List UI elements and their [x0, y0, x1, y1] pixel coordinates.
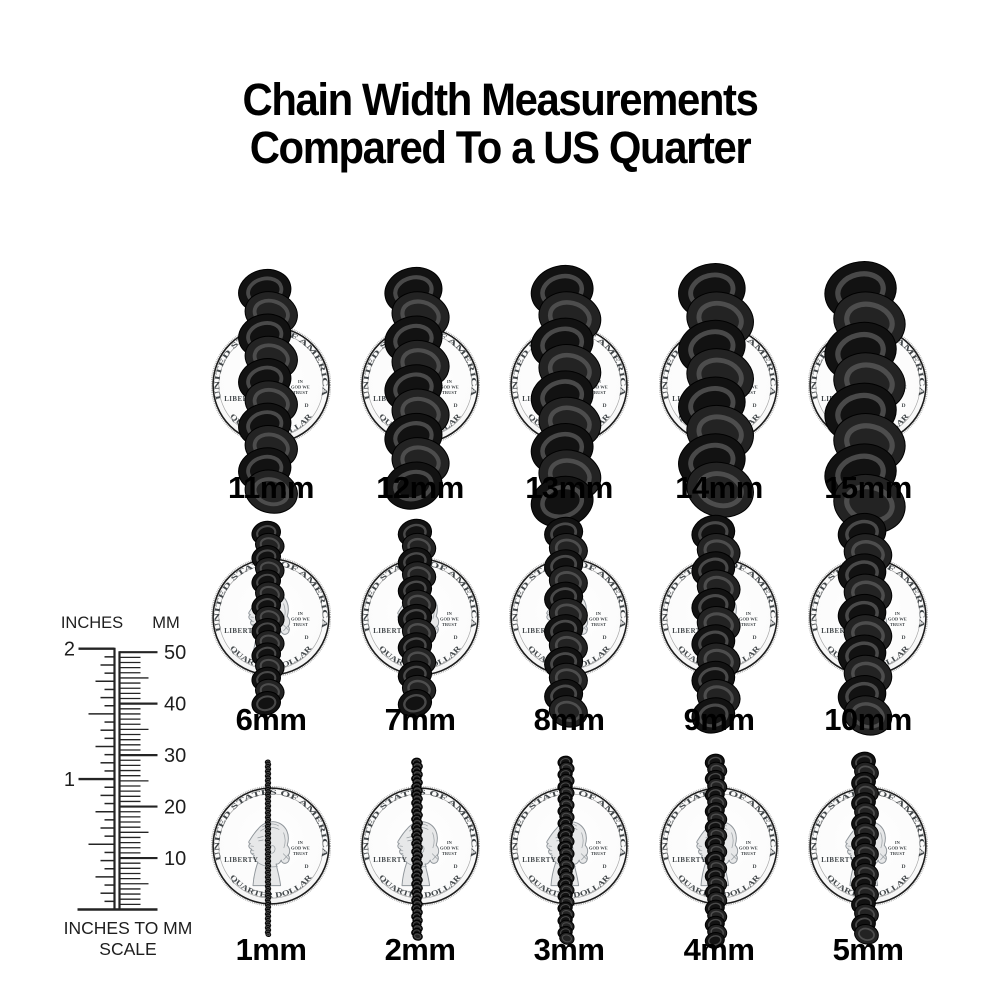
- ruler-caption-line-1: INCHES TO MM: [64, 918, 193, 938]
- size-label-11mm: 11mm: [228, 470, 314, 505]
- chain-15mm: [824, 261, 906, 534]
- ruler-mm-label-40: 40: [164, 694, 186, 716]
- cell-12mm: [360, 266, 480, 510]
- cell-10mm: [808, 512, 928, 736]
- cell-5mm: [808, 751, 928, 945]
- ruler-mm-label-30: 30: [164, 745, 186, 767]
- size-label-5mm: 5mm: [832, 932, 904, 967]
- cell-13mm: [509, 265, 629, 528]
- ruler-inches-header: INCHES: [61, 614, 123, 632]
- cell-9mm: [659, 514, 779, 734]
- ruler-mm-header: MM: [152, 614, 180, 632]
- cell-3mm: [509, 755, 629, 945]
- cell-8mm: [509, 516, 629, 728]
- chain-6mm: [251, 520, 285, 716]
- cell-15mm: [808, 261, 928, 534]
- chain-14mm: [678, 263, 754, 518]
- chain-7mm: [397, 518, 437, 718]
- size-label-2mm: 2mm: [384, 932, 456, 967]
- size-label-1mm: 1mm: [235, 932, 307, 967]
- chain-5mm: [851, 751, 879, 945]
- cell-1mm: [211, 759, 331, 937]
- page-title: Chain Width Measurements Compared To a U…: [0, 76, 1000, 171]
- cell-6mm: [211, 520, 331, 716]
- title-line-2: Compared To a US Quarter: [249, 121, 752, 173]
- size-label-15mm: 15mm: [824, 470, 912, 505]
- cell-14mm: [659, 263, 779, 518]
- size-label-7mm: 7mm: [384, 702, 456, 737]
- chain-1mm: [264, 759, 272, 937]
- size-label-9mm: 9mm: [683, 702, 755, 737]
- ruler-inch-label-1: 1: [64, 769, 75, 791]
- size-label-8mm: 8mm: [533, 702, 605, 737]
- chain-2mm: [411, 757, 423, 941]
- ruler-mm-label-10: 10: [164, 848, 186, 870]
- size-label-6mm: 6mm: [235, 702, 307, 737]
- ruler-mm-label-50: 50: [164, 642, 186, 664]
- size-label-4mm: 4mm: [683, 932, 755, 967]
- chain-10mm: [837, 512, 893, 736]
- chain-8mm: [544, 516, 588, 728]
- chain-3mm: [557, 755, 575, 945]
- ruler-mm-label-20: 20: [164, 797, 186, 819]
- size-label-13mm: 13mm: [525, 470, 613, 505]
- size-label-3mm: 3mm: [533, 932, 605, 967]
- chain-13mm: [530, 265, 602, 528]
- chain-12mm: [384, 266, 450, 510]
- cell-2mm: [360, 757, 480, 941]
- ruler-inch-label-2: 2: [64, 639, 75, 661]
- chain-9mm: [691, 514, 741, 734]
- size-label-12mm: 12mm: [376, 470, 464, 505]
- ruler-caption-line-2: SCALE: [99, 939, 156, 959]
- size-label-10mm: 10mm: [824, 702, 912, 737]
- title-line-1: Chain Width Measurements: [242, 74, 759, 125]
- cell-4mm: [659, 753, 779, 949]
- cell-11mm: [211, 268, 331, 514]
- size-label-14mm: 14mm: [675, 470, 763, 505]
- chain-4mm: [704, 753, 728, 949]
- cell-7mm: [360, 518, 480, 718]
- chain-11mm: [238, 268, 298, 514]
